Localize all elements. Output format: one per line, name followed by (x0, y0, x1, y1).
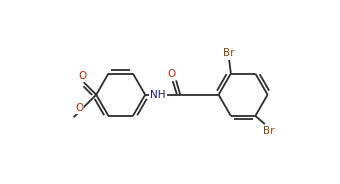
Text: O: O (78, 71, 86, 82)
Text: O: O (75, 103, 84, 113)
Text: Br: Br (262, 125, 274, 136)
Text: Br: Br (223, 48, 235, 59)
Text: O: O (168, 69, 176, 79)
Text: NH: NH (150, 90, 166, 100)
